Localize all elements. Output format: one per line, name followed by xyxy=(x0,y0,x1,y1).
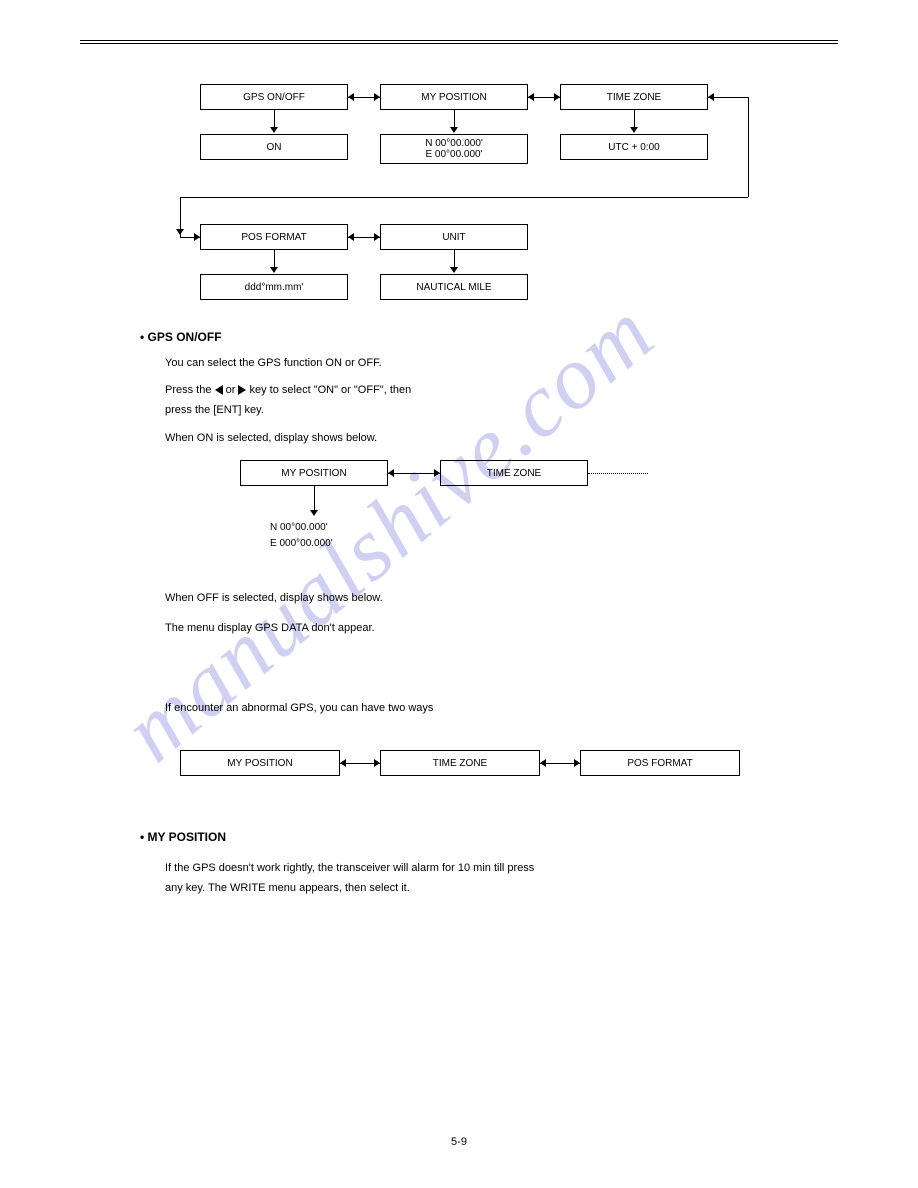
d1-v3-d xyxy=(630,127,638,133)
d1-wrap-v xyxy=(748,97,749,197)
d3-b2: TIME ZONE xyxy=(380,750,540,776)
sec1-p2-end: press the [ENT] key. xyxy=(165,402,264,420)
left-arrow-icon xyxy=(215,385,223,395)
d2-label: N 00°00.000' E 000°00.000' xyxy=(270,520,333,552)
d1-r1-b2-bot: N 00°00.000' E 00°00.000' xyxy=(380,134,528,164)
sec2-p1: When OFF is selected, display shows belo… xyxy=(165,590,383,608)
sec1-p2: Press the or key to select "ON" or "OFF"… xyxy=(165,382,411,400)
d2-h-r xyxy=(434,469,440,477)
d2-h xyxy=(388,473,440,474)
d1-r2-v2-d xyxy=(450,267,458,273)
d2-h-l xyxy=(388,469,394,477)
d2-v-d xyxy=(310,510,318,516)
d1-r2-b1-bot: ddd°mm.mm' xyxy=(200,274,348,300)
d3-h1-l xyxy=(340,759,346,767)
sec3-heading: • MY POSITION xyxy=(140,830,226,844)
d3-h1-r xyxy=(374,759,380,767)
diagram-1: GPS ON/OFF MY POSITION TIME ZONE ON N 00… xyxy=(80,74,838,354)
sec1-p1: You can select the GPS function ON or OF… xyxy=(165,355,382,373)
sec1-p2-post: key to select "ON" or "OFF", then xyxy=(250,384,412,396)
d1-r2-v1-d xyxy=(270,267,278,273)
footer-page-number: 5-9 xyxy=(0,1136,918,1148)
d1-r2-h-l xyxy=(348,233,354,241)
sec3-p1b: any key. The WRITE menu appears, then se… xyxy=(165,880,410,898)
d1-r2-b2-top: UNIT xyxy=(380,224,528,250)
sec2-p3: If encounter an abnormal GPS, you can ha… xyxy=(165,700,433,718)
diagram-2: MY POSITION TIME ZONE N 00°00.000' E 000… xyxy=(80,450,838,570)
d1-wrap-h1 xyxy=(708,97,748,98)
sec1-p3: When ON is selected, display shows below… xyxy=(165,430,377,448)
d2-b2: TIME ZONE xyxy=(440,460,588,486)
d3-h2-r xyxy=(574,759,580,767)
d1-r1-b3-bot: UTC + 0:00 xyxy=(560,134,708,160)
sec1-p2-pre: Press the xyxy=(165,384,215,396)
d3-b1: MY POSITION xyxy=(180,750,340,776)
d1-h1-l xyxy=(348,93,354,101)
d1-r2-b1-top: POS FORMAT xyxy=(200,224,348,250)
d1-h2-l xyxy=(528,93,534,101)
d1-wrap-d1 xyxy=(176,229,184,235)
d1-v1-d xyxy=(270,127,278,133)
d1-r2-h-r xyxy=(374,233,380,241)
d1-r1-b2-top: MY POSITION xyxy=(380,84,528,110)
d1-wrap-h2 xyxy=(180,197,748,198)
sec1-heading: • GPS ON/OFF xyxy=(140,330,222,344)
header-rule xyxy=(80,40,838,44)
sec3-p1a: If the GPS doesn't work rightly, the tra… xyxy=(165,860,534,878)
d3-h2-l xyxy=(540,759,546,767)
right-arrow-icon xyxy=(238,385,246,395)
diagram-3: MY POSITION TIME ZONE POS FORMAT xyxy=(80,740,838,800)
sec2-p2: The menu display GPS DATA don't appear. xyxy=(165,620,375,638)
d1-r1-b3-top: TIME ZONE xyxy=(560,84,708,110)
d1-h1-r xyxy=(374,93,380,101)
d2-dotted xyxy=(588,473,648,474)
d3-b3: POS FORMAT xyxy=(580,750,740,776)
sec1-p2-mid: or xyxy=(226,384,239,396)
d1-wrap-l xyxy=(708,93,714,101)
d1-v2-d xyxy=(450,127,458,133)
d1-r2-b2-bot: NAUTICAL MILE xyxy=(380,274,528,300)
d1-r1-b1-top: GPS ON/OFF xyxy=(200,84,348,110)
d1-r1-b1-bot: ON xyxy=(200,134,348,160)
d1-h2-r xyxy=(554,93,560,101)
d2-b1: MY POSITION xyxy=(240,460,388,486)
